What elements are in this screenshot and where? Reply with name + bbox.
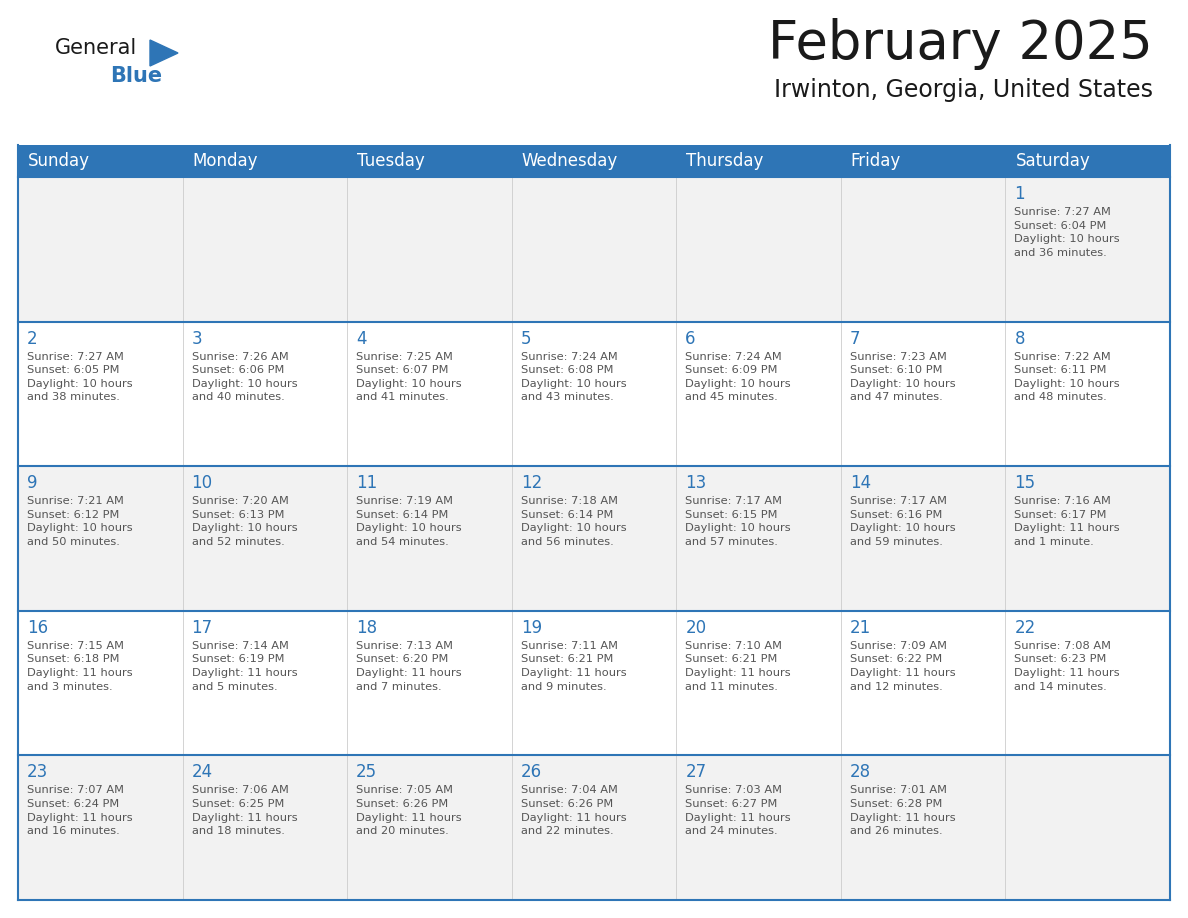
Text: Sunrise: 7:17 AM
Sunset: 6:15 PM
Daylight: 10 hours
and 57 minutes.: Sunrise: 7:17 AM Sunset: 6:15 PM Dayligh… [685, 497, 791, 547]
Bar [18, 321, 1170, 466]
Text: 26: 26 [520, 764, 542, 781]
Text: 28: 28 [849, 764, 871, 781]
Text: 14: 14 [849, 475, 871, 492]
Text: Sunrise: 7:01 AM
Sunset: 6:28 PM
Daylight: 11 hours
and 26 minutes.: Sunrise: 7:01 AM Sunset: 6:28 PM Dayligh… [849, 786, 955, 836]
Text: 7: 7 [849, 330, 860, 348]
Text: 21: 21 [849, 619, 871, 637]
Text: 4: 4 [356, 330, 367, 348]
Text: 12: 12 [520, 475, 542, 492]
Text: Monday: Monday [192, 152, 258, 170]
Text: 27: 27 [685, 764, 707, 781]
Text: Blue: Blue [110, 66, 162, 86]
Text: 25: 25 [356, 764, 378, 781]
Text: Sunrise: 7:03 AM
Sunset: 6:27 PM
Daylight: 11 hours
and 24 minutes.: Sunrise: 7:03 AM Sunset: 6:27 PM Dayligh… [685, 786, 791, 836]
Text: Sunrise: 7:23 AM
Sunset: 6:10 PM
Daylight: 10 hours
and 47 minutes.: Sunrise: 7:23 AM Sunset: 6:10 PM Dayligh… [849, 352, 955, 402]
Text: Sunrise: 7:27 AM
Sunset: 6:05 PM
Daylight: 10 hours
and 38 minutes.: Sunrise: 7:27 AM Sunset: 6:05 PM Dayligh… [27, 352, 133, 402]
Text: Sunrise: 7:21 AM
Sunset: 6:12 PM
Daylight: 10 hours
and 50 minutes.: Sunrise: 7:21 AM Sunset: 6:12 PM Dayligh… [27, 497, 133, 547]
Text: 19: 19 [520, 619, 542, 637]
Text: Sunrise: 7:17 AM
Sunset: 6:16 PM
Daylight: 10 hours
and 59 minutes.: Sunrise: 7:17 AM Sunset: 6:16 PM Dayligh… [849, 497, 955, 547]
Bar [18, 177, 1170, 321]
Text: 17: 17 [191, 619, 213, 637]
Text: Sunrise: 7:06 AM
Sunset: 6:25 PM
Daylight: 11 hours
and 18 minutes.: Sunrise: 7:06 AM Sunset: 6:25 PM Dayligh… [191, 786, 297, 836]
Text: 23: 23 [27, 764, 49, 781]
Text: General: General [55, 38, 138, 58]
Text: Sunrise: 7:13 AM
Sunset: 6:20 PM
Daylight: 11 hours
and 7 minutes.: Sunrise: 7:13 AM Sunset: 6:20 PM Dayligh… [356, 641, 462, 691]
Text: Sunrise: 7:25 AM
Sunset: 6:07 PM
Daylight: 10 hours
and 41 minutes.: Sunrise: 7:25 AM Sunset: 6:07 PM Dayligh… [356, 352, 462, 402]
Bar [18, 145, 1170, 177]
Text: 18: 18 [356, 619, 378, 637]
Text: Sunrise: 7:27 AM
Sunset: 6:04 PM
Daylight: 10 hours
and 36 minutes.: Sunrise: 7:27 AM Sunset: 6:04 PM Dayligh… [1015, 207, 1120, 258]
Bar [18, 610, 1170, 756]
Text: Sunrise: 7:08 AM
Sunset: 6:23 PM
Daylight: 11 hours
and 14 minutes.: Sunrise: 7:08 AM Sunset: 6:23 PM Dayligh… [1015, 641, 1120, 691]
Text: Saturday: Saturday [1016, 152, 1091, 170]
Text: 20: 20 [685, 619, 707, 637]
Text: Sunrise: 7:07 AM
Sunset: 6:24 PM
Daylight: 11 hours
and 16 minutes.: Sunrise: 7:07 AM Sunset: 6:24 PM Dayligh… [27, 786, 133, 836]
Text: 3: 3 [191, 330, 202, 348]
Text: February 2025: February 2025 [769, 18, 1154, 70]
Text: 8: 8 [1015, 330, 1025, 348]
Text: 24: 24 [191, 764, 213, 781]
Text: Sunrise: 7:18 AM
Sunset: 6:14 PM
Daylight: 10 hours
and 56 minutes.: Sunrise: 7:18 AM Sunset: 6:14 PM Dayligh… [520, 497, 626, 547]
Bar [18, 756, 1170, 900]
Text: Sunrise: 7:09 AM
Sunset: 6:22 PM
Daylight: 11 hours
and 12 minutes.: Sunrise: 7:09 AM Sunset: 6:22 PM Dayligh… [849, 641, 955, 691]
Text: Sunrise: 7:19 AM
Sunset: 6:14 PM
Daylight: 10 hours
and 54 minutes.: Sunrise: 7:19 AM Sunset: 6:14 PM Dayligh… [356, 497, 462, 547]
Text: 13: 13 [685, 475, 707, 492]
Text: 16: 16 [27, 619, 49, 637]
Text: 15: 15 [1015, 475, 1036, 492]
Text: Thursday: Thursday [687, 152, 764, 170]
Text: 10: 10 [191, 475, 213, 492]
Text: Sunrise: 7:10 AM
Sunset: 6:21 PM
Daylight: 11 hours
and 11 minutes.: Sunrise: 7:10 AM Sunset: 6:21 PM Dayligh… [685, 641, 791, 691]
Text: Wednesday: Wednesday [522, 152, 618, 170]
Polygon shape [150, 40, 178, 66]
Text: Sunday: Sunday [29, 152, 90, 170]
Text: 22: 22 [1015, 619, 1036, 637]
Text: Sunrise: 7:16 AM
Sunset: 6:17 PM
Daylight: 11 hours
and 1 minute.: Sunrise: 7:16 AM Sunset: 6:17 PM Dayligh… [1015, 497, 1120, 547]
Bar [18, 466, 1170, 610]
Text: 11: 11 [356, 475, 378, 492]
Text: Tuesday: Tuesday [358, 152, 425, 170]
Text: Sunrise: 7:24 AM
Sunset: 6:09 PM
Daylight: 10 hours
and 45 minutes.: Sunrise: 7:24 AM Sunset: 6:09 PM Dayligh… [685, 352, 791, 402]
Text: Sunrise: 7:14 AM
Sunset: 6:19 PM
Daylight: 11 hours
and 5 minutes.: Sunrise: 7:14 AM Sunset: 6:19 PM Dayligh… [191, 641, 297, 691]
Text: 2: 2 [27, 330, 38, 348]
Text: Sunrise: 7:15 AM
Sunset: 6:18 PM
Daylight: 11 hours
and 3 minutes.: Sunrise: 7:15 AM Sunset: 6:18 PM Dayligh… [27, 641, 133, 691]
Text: Friday: Friday [851, 152, 902, 170]
Text: Sunrise: 7:20 AM
Sunset: 6:13 PM
Daylight: 10 hours
and 52 minutes.: Sunrise: 7:20 AM Sunset: 6:13 PM Dayligh… [191, 497, 297, 547]
Text: Sunrise: 7:24 AM
Sunset: 6:08 PM
Daylight: 10 hours
and 43 minutes.: Sunrise: 7:24 AM Sunset: 6:08 PM Dayligh… [520, 352, 626, 402]
Text: 6: 6 [685, 330, 696, 348]
Text: 5: 5 [520, 330, 531, 348]
Text: 1: 1 [1015, 185, 1025, 203]
Text: Sunrise: 7:26 AM
Sunset: 6:06 PM
Daylight: 10 hours
and 40 minutes.: Sunrise: 7:26 AM Sunset: 6:06 PM Dayligh… [191, 352, 297, 402]
Text: Sunrise: 7:05 AM
Sunset: 6:26 PM
Daylight: 11 hours
and 20 minutes.: Sunrise: 7:05 AM Sunset: 6:26 PM Dayligh… [356, 786, 462, 836]
Text: Irwinton, Georgia, United States: Irwinton, Georgia, United States [775, 78, 1154, 102]
Text: 9: 9 [27, 475, 38, 492]
Text: Sunrise: 7:22 AM
Sunset: 6:11 PM
Daylight: 10 hours
and 48 minutes.: Sunrise: 7:22 AM Sunset: 6:11 PM Dayligh… [1015, 352, 1120, 402]
Text: Sunrise: 7:11 AM
Sunset: 6:21 PM
Daylight: 11 hours
and 9 minutes.: Sunrise: 7:11 AM Sunset: 6:21 PM Dayligh… [520, 641, 626, 691]
Text: Sunrise: 7:04 AM
Sunset: 6:26 PM
Daylight: 11 hours
and 22 minutes.: Sunrise: 7:04 AM Sunset: 6:26 PM Dayligh… [520, 786, 626, 836]
